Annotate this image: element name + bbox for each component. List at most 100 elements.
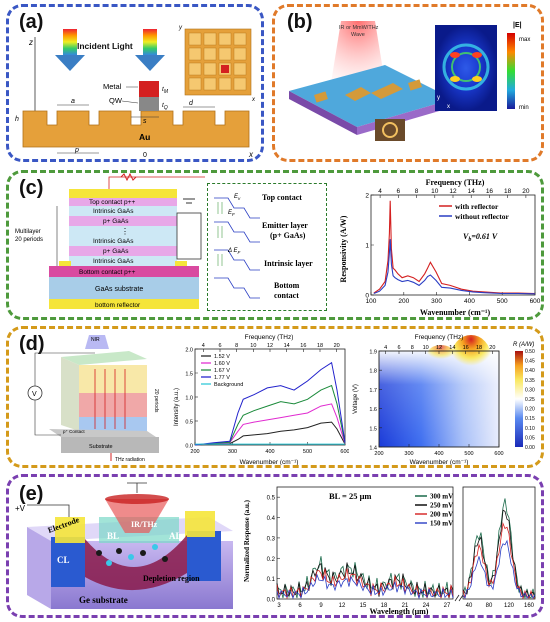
c-layer-1: p+ GaAs bbox=[103, 218, 129, 225]
chart-d2-xtick: 300 bbox=[404, 451, 413, 457]
chart-d2-cbar-tick: 0.50 bbox=[525, 349, 535, 355]
chart-d1-ytick: 1.5 bbox=[185, 372, 193, 378]
panel-d-label: (d) bbox=[19, 333, 45, 355]
chart-c-xlabel: Wavenumber (cm⁻¹) bbox=[420, 308, 491, 317]
chart-e-xtick: 6 bbox=[298, 603, 302, 609]
field-y-label: y bbox=[437, 95, 440, 101]
bowtie-antenna bbox=[345, 83, 403, 101]
chart-c-xtick: 600 bbox=[530, 298, 541, 305]
band-diagram-box: Ev EF Δ EF Top contact Emitter layer (p+… bbox=[207, 183, 327, 311]
chart-d1-toptick: 4 bbox=[202, 343, 205, 349]
dim-tm: tM bbox=[162, 86, 169, 95]
wave-beam bbox=[331, 21, 385, 83]
chart-d2-cbar-tick: 0.40 bbox=[525, 368, 535, 374]
panel-b-label: (b) bbox=[287, 11, 313, 33]
band-emitter-2: (p+ GaAs) bbox=[270, 231, 306, 240]
incident-light-label: Incident Light bbox=[77, 41, 133, 51]
chart-d2-toptick: 18 bbox=[476, 345, 482, 351]
c-top-contact: Top contact p++ bbox=[89, 199, 135, 206]
chart-d1-xtick: 500 bbox=[303, 449, 312, 455]
chart-d2-toptick: 12 bbox=[436, 345, 442, 351]
panel-c-device: Top contact p++ Intrinsic GaAs p+ GaAs ⋮… bbox=[15, 173, 205, 309]
chart-e-frame-left bbox=[276, 486, 454, 600]
chart-d1-toptick: 12 bbox=[267, 343, 273, 349]
d-p-contact: p⁺ Contact bbox=[63, 429, 85, 434]
z-axis-label: z bbox=[28, 38, 33, 47]
dim-p: p bbox=[74, 147, 79, 154]
chart-d1-xtick: 300 bbox=[228, 449, 237, 455]
light-beam-left bbox=[63, 29, 77, 55]
chart-e-series-right-0 bbox=[462, 498, 536, 600]
chart-e-xtick: 160 bbox=[524, 603, 535, 609]
chart-e-series-left-3 bbox=[276, 573, 454, 600]
inset-x-label: x bbox=[251, 97, 256, 103]
chart-d2-ytick: 1.9 bbox=[369, 350, 377, 356]
chart-d2-cbar-tick: 0.20 bbox=[525, 407, 535, 413]
antenna-inset bbox=[375, 119, 405, 141]
chart-e-xtick: 12 bbox=[339, 603, 346, 609]
panel-a-diagram: Incident Light z Au Metal QW tM tQ a s d… bbox=[15, 25, 256, 159]
chart-c-legend-1: without reflector bbox=[455, 212, 509, 221]
chart-c-ylabel: Responsivity (A/W) bbox=[339, 215, 348, 282]
c-layer-3: p+ GaAs bbox=[103, 248, 129, 255]
chart-e-frame-right bbox=[462, 486, 536, 600]
chart-e-xtick: 40 bbox=[466, 603, 473, 609]
chart-e-title: BL = 25 μm bbox=[329, 491, 372, 501]
chart-c-series-0 bbox=[373, 200, 536, 295]
chart-e-axis-break bbox=[454, 594, 464, 602]
chart-c-top-title: Frequency (THz) bbox=[426, 178, 485, 187]
chart-d1-toptick: 14 bbox=[284, 343, 290, 349]
chart-d2-ytick: 1.7 bbox=[369, 388, 377, 394]
qw-label: QW bbox=[109, 96, 123, 105]
chart-d1-toptick: 20 bbox=[334, 343, 340, 349]
chart-d2-cbar-tick: 0.45 bbox=[525, 359, 535, 365]
chart-d1-top-title: Frequency (THz) bbox=[245, 334, 294, 341]
e-ir: IR/THz bbox=[131, 520, 158, 529]
wave-label-1: IR or MmW/THz bbox=[339, 25, 379, 31]
chart-d1-legend-0: 1.52 V bbox=[214, 354, 230, 360]
chart-d2-ytick: 1.8 bbox=[369, 369, 377, 375]
chart-d1-series-2 bbox=[194, 384, 346, 446]
c-layer-0: Intrinsic GaAs bbox=[93, 208, 134, 215]
c-substrate: GaAs substrate bbox=[95, 286, 143, 293]
colorbar-max: max bbox=[519, 37, 530, 43]
chart-e-xtick: 27 bbox=[444, 603, 451, 609]
chart-d1-series-1 bbox=[194, 403, 346, 446]
field-map: y x bbox=[435, 25, 497, 111]
c-multilayer-1: Multilayer bbox=[15, 229, 41, 235]
chart-c-xtick: 500 bbox=[497, 298, 508, 305]
e-al: AL bbox=[169, 531, 182, 541]
d-nir: NIR bbox=[91, 337, 100, 343]
chart-d1-xtick: 600 bbox=[340, 449, 349, 455]
e-substrate: Ge substrate bbox=[79, 595, 128, 605]
panel-c: (c) Top contact p++ Intrinsic GaAs p+ Ga… bbox=[6, 170, 544, 320]
chart-d1-legend-4: Background bbox=[214, 382, 243, 388]
chart-d1-toptick: 10 bbox=[250, 343, 256, 349]
band-def: Δ EF bbox=[227, 248, 240, 255]
chart-d1-toptick: 6 bbox=[218, 343, 221, 349]
band-intrinsic: Intrinsic layer bbox=[264, 259, 313, 268]
chart-d1-legend-3: 1.77 V bbox=[214, 375, 230, 381]
chart-d2-cbar-tick: 0.00 bbox=[525, 445, 535, 451]
au-grating bbox=[22, 110, 250, 148]
chart-e-xtick: 9 bbox=[319, 603, 323, 609]
chart-c-frame bbox=[370, 194, 536, 296]
chart-e-ytick: 0.5 bbox=[267, 496, 276, 502]
chart-c-toptick: 6 bbox=[397, 188, 401, 195]
chart-e-series-right-2 bbox=[462, 521, 536, 600]
inset-y-label: y bbox=[178, 25, 183, 31]
au-label: Au bbox=[139, 132, 150, 142]
c-bottom-contact: Bottom contact p++ bbox=[79, 269, 136, 276]
band-ef: EF bbox=[228, 210, 235, 217]
chart-e-legend-3: 150 mV bbox=[430, 520, 453, 528]
c-multilayer-2: 20 periods bbox=[15, 237, 43, 243]
metal-layer bbox=[139, 81, 159, 97]
band-bottom-2: contact bbox=[274, 291, 299, 300]
band-ev: Ev bbox=[234, 194, 241, 201]
d-v: V bbox=[32, 391, 37, 398]
chart-d2-toptick: 14 bbox=[449, 345, 455, 351]
chart-c-xtick: 100 bbox=[366, 298, 377, 305]
colorbar-title: |E| bbox=[513, 22, 522, 29]
chart-e-xtick: 21 bbox=[402, 603, 409, 609]
band-top-contact: Top contact bbox=[262, 193, 302, 202]
